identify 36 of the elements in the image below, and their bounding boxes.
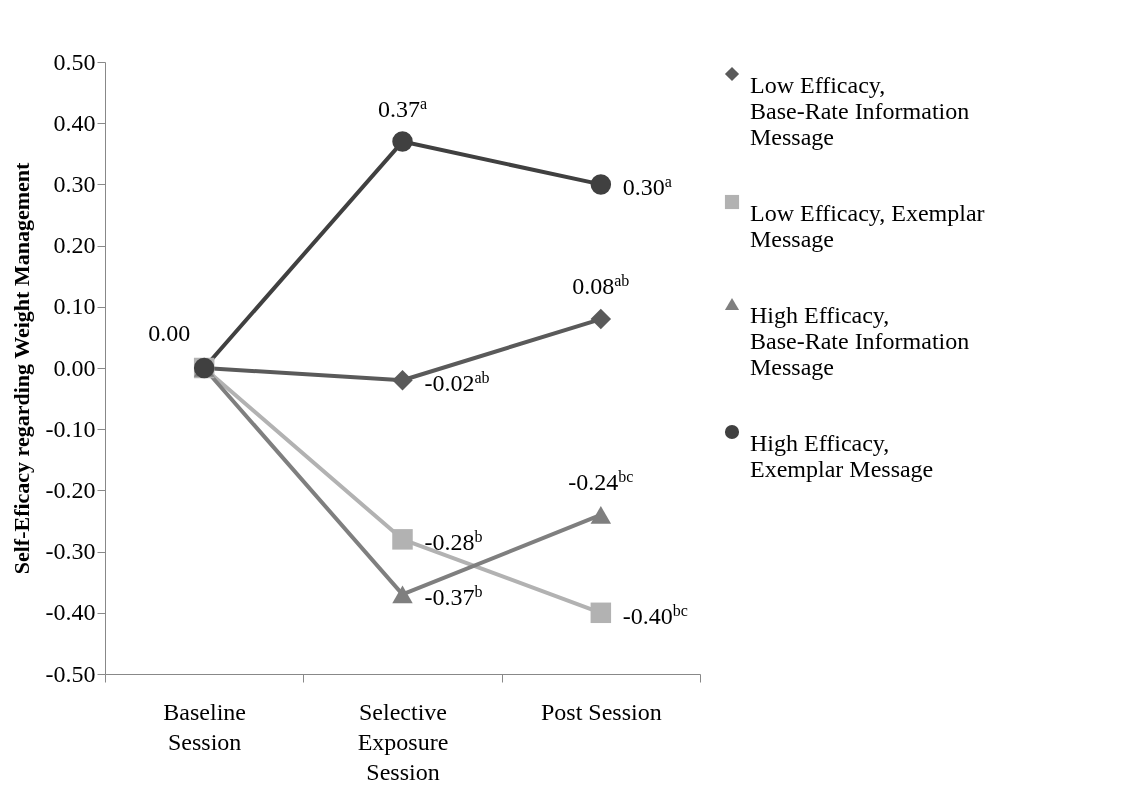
legend-label: High Efficacy, Base-Rate Information Message: [750, 302, 970, 380]
y-tick-label: 0.20: [53, 232, 96, 259]
y-axis-title: Self-Eficacy regarding Weight Management: [8, 162, 34, 575]
point: [392, 585, 413, 604]
data-label: 0.00: [148, 320, 191, 346]
point: [590, 506, 612, 524]
data-label: -0.40$^{bc}$: [622, 601, 688, 629]
y-tick-label: 0.40: [53, 109, 96, 136]
data-label: -0.02$^{ab}$: [424, 368, 490, 397]
y-tick-label: -0.10: [45, 415, 96, 442]
point: [392, 529, 413, 550]
point: [392, 369, 413, 391]
x-tick-label: Selective Exposure Session: [357, 698, 449, 785]
data-label: 0.37$^{a}$: [377, 94, 428, 122]
point: [590, 174, 612, 195]
y-tick-label: 0.50: [53, 48, 96, 75]
legend-label: Low Efficacy, Base-Rate Information Message: [750, 72, 970, 150]
point: [590, 602, 612, 624]
point: [392, 131, 413, 152]
y-tick-label: 0.00: [53, 354, 96, 381]
point: [590, 308, 612, 330]
legend-label: High Efficacy, Exemplar Message: [750, 430, 934, 482]
y-tick-label: 0.30: [53, 170, 96, 197]
y-tick-label: -0.40: [45, 599, 96, 626]
legend-label: Low Efficacy, Exemplar Message: [750, 200, 985, 252]
y-tick-label: -0.20: [45, 476, 96, 503]
data-label: -0.37$^{b}$: [424, 582, 483, 611]
x-tick-label: Post Session: [540, 698, 662, 725]
data-label: 0.08$^{ab}$: [572, 271, 630, 300]
data-label: 0.30$^{a}$: [622, 172, 672, 201]
x-tick-label: Baseline Session: [163, 698, 246, 755]
data-label: -0.28$^{b}$: [424, 527, 483, 556]
y-tick-label: -0.30: [45, 538, 96, 565]
y-tick-label: 0.10: [53, 293, 96, 320]
y-tick-label: -0.50: [45, 660, 96, 687]
data-label: -0.24$^{bc}$: [568, 467, 634, 495]
